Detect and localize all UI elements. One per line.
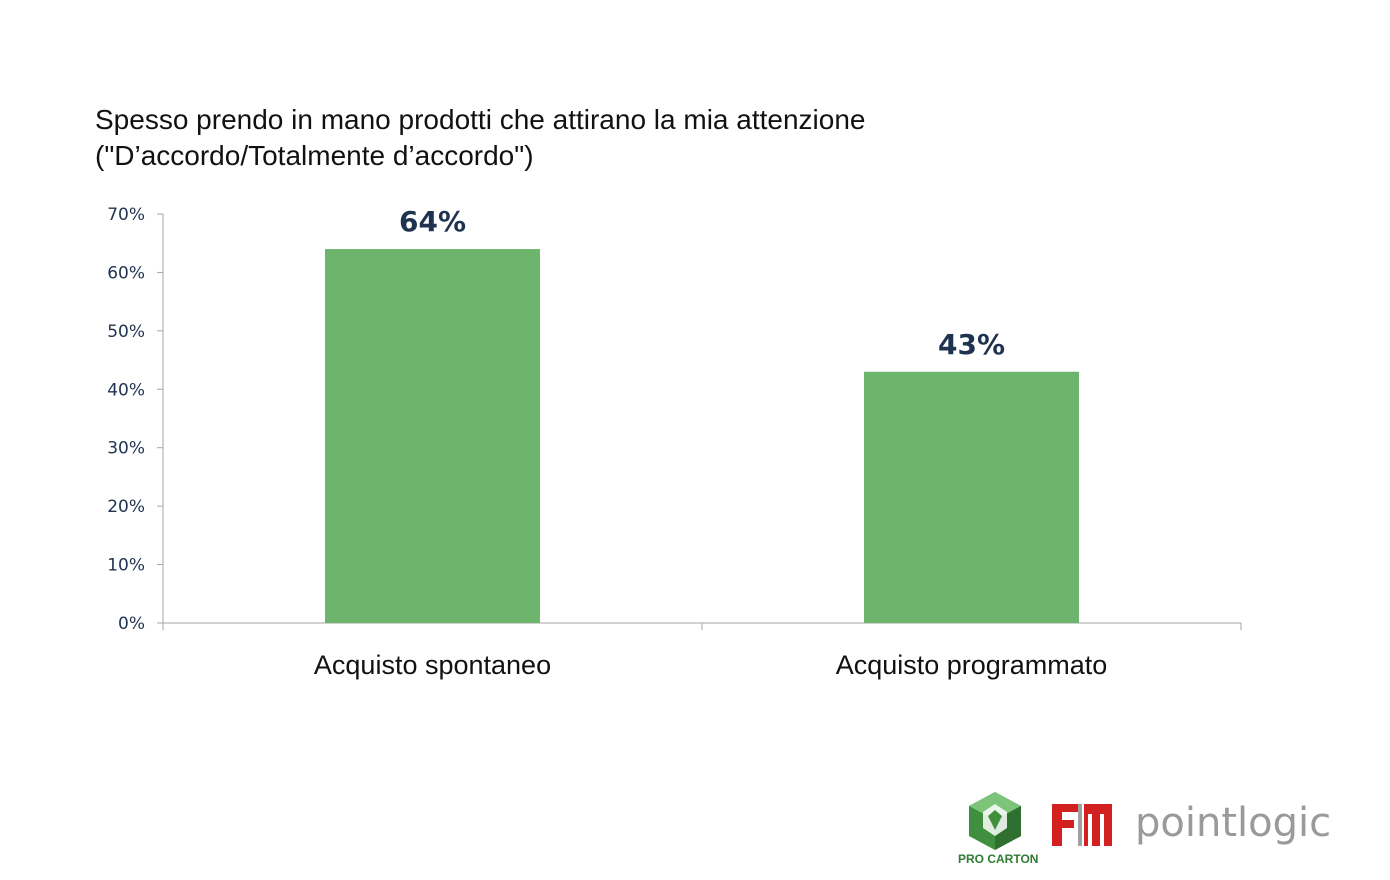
data-label: 43%: [938, 328, 1005, 361]
x-category-label: Acquisto spontaneo: [314, 650, 551, 680]
bar: [325, 249, 540, 624]
y-tick-label: 10%: [107, 556, 145, 576]
pro-carton-label: PRO CARTON: [958, 852, 1039, 866]
chart-title: Spesso prendo in mano prodotti che attir…: [95, 102, 865, 174]
chart-title-line2: ("D’accordo/Totalmente d’accordo"): [95, 140, 534, 171]
y-tick-label: 70%: [107, 205, 145, 225]
chart-title-line1: Spesso prendo in mano prodotti che attir…: [95, 104, 866, 135]
x-category-label: Acquisto programmato: [836, 650, 1108, 680]
y-tick-label: 0%: [118, 614, 145, 634]
data-label: 64%: [399, 205, 466, 238]
bar: [864, 371, 1079, 623]
pro-carton-logo: [969, 792, 1021, 850]
y-tick-label: 50%: [107, 322, 145, 342]
pointlogic-logo: pointlogic: [1135, 800, 1332, 846]
y-tick-label: 20%: [107, 497, 145, 517]
y-tick-label: 30%: [107, 439, 145, 459]
y-tick-label: 60%: [107, 263, 145, 283]
fm-logo: [1052, 804, 1112, 846]
y-tick-label: 40%: [107, 380, 145, 400]
